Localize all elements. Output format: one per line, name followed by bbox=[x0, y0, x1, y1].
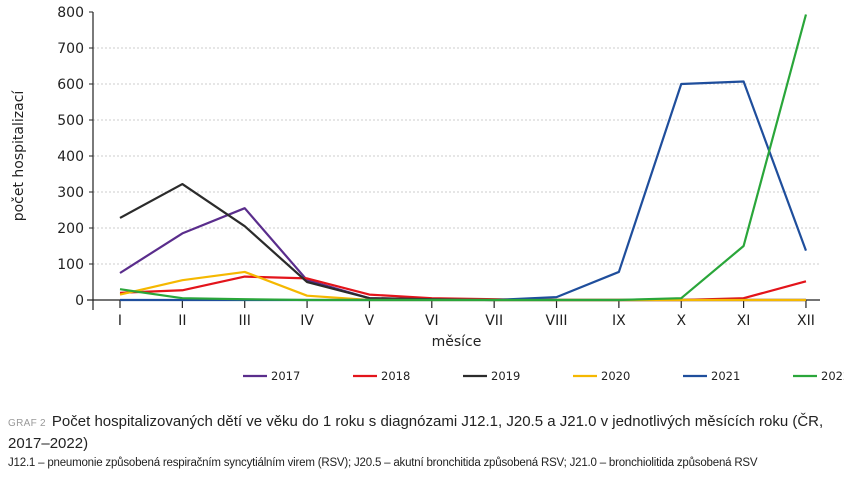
series-line-2021 bbox=[120, 80, 807, 302]
x-tick-label: V bbox=[365, 313, 375, 329]
series-line-2022 bbox=[119, 14, 808, 302]
y-tick-label: 0 bbox=[75, 293, 84, 309]
y-tick-label: 400 bbox=[57, 149, 84, 165]
x-tick-label: VII bbox=[485, 313, 503, 329]
legend-label-2019: 2019 bbox=[491, 369, 520, 383]
y-tick-label: 300 bbox=[57, 185, 84, 201]
figure-note: J12.1 – pneumonie způsobená respiračním … bbox=[8, 457, 758, 469]
x-tick-label: IX bbox=[612, 313, 626, 329]
y-tick-label: 800 bbox=[57, 5, 84, 21]
y-tick-label: 600 bbox=[57, 77, 84, 93]
legend-label-2021: 2021 bbox=[711, 369, 740, 383]
series-line-2017 bbox=[119, 207, 806, 302]
legend-label-2022: 2022 bbox=[821, 369, 844, 383]
x-tick-label: X bbox=[676, 313, 686, 329]
x-tick-label: VI bbox=[425, 313, 439, 329]
y-tick-label: 200 bbox=[57, 221, 84, 237]
x-tick-label: IV bbox=[300, 313, 314, 329]
x-tick-label: I bbox=[118, 313, 122, 329]
legend-label-2017: 2017 bbox=[271, 369, 300, 383]
x-tick-label: VIII bbox=[546, 313, 568, 329]
x-tick-label: XII bbox=[797, 313, 815, 329]
legend-label-2018: 2018 bbox=[381, 369, 410, 383]
y-tick-label: 100 bbox=[57, 257, 84, 273]
legend-label-2020: 2020 bbox=[601, 369, 630, 383]
series-line-2019 bbox=[119, 182, 806, 302]
x-tick-label: III bbox=[239, 313, 251, 329]
y-tick-label: 500 bbox=[57, 113, 84, 129]
figure-title: Počet hospitalizovaných dětí ve věku do … bbox=[8, 413, 824, 452]
y-axis-label: počet hospitalizací bbox=[11, 90, 27, 222]
x-axis-label: měsíce bbox=[432, 334, 482, 350]
series-line-2020 bbox=[119, 270, 806, 302]
y-tick-label: 700 bbox=[57, 41, 84, 57]
x-tick-label: XI bbox=[737, 313, 751, 329]
x-tick-label: II bbox=[178, 313, 186, 329]
figure-label: GRAF 2 bbox=[8, 418, 46, 429]
figure-caption: GRAF 2 Počet hospitalizovaných dětí ve vě… bbox=[8, 412, 840, 454]
